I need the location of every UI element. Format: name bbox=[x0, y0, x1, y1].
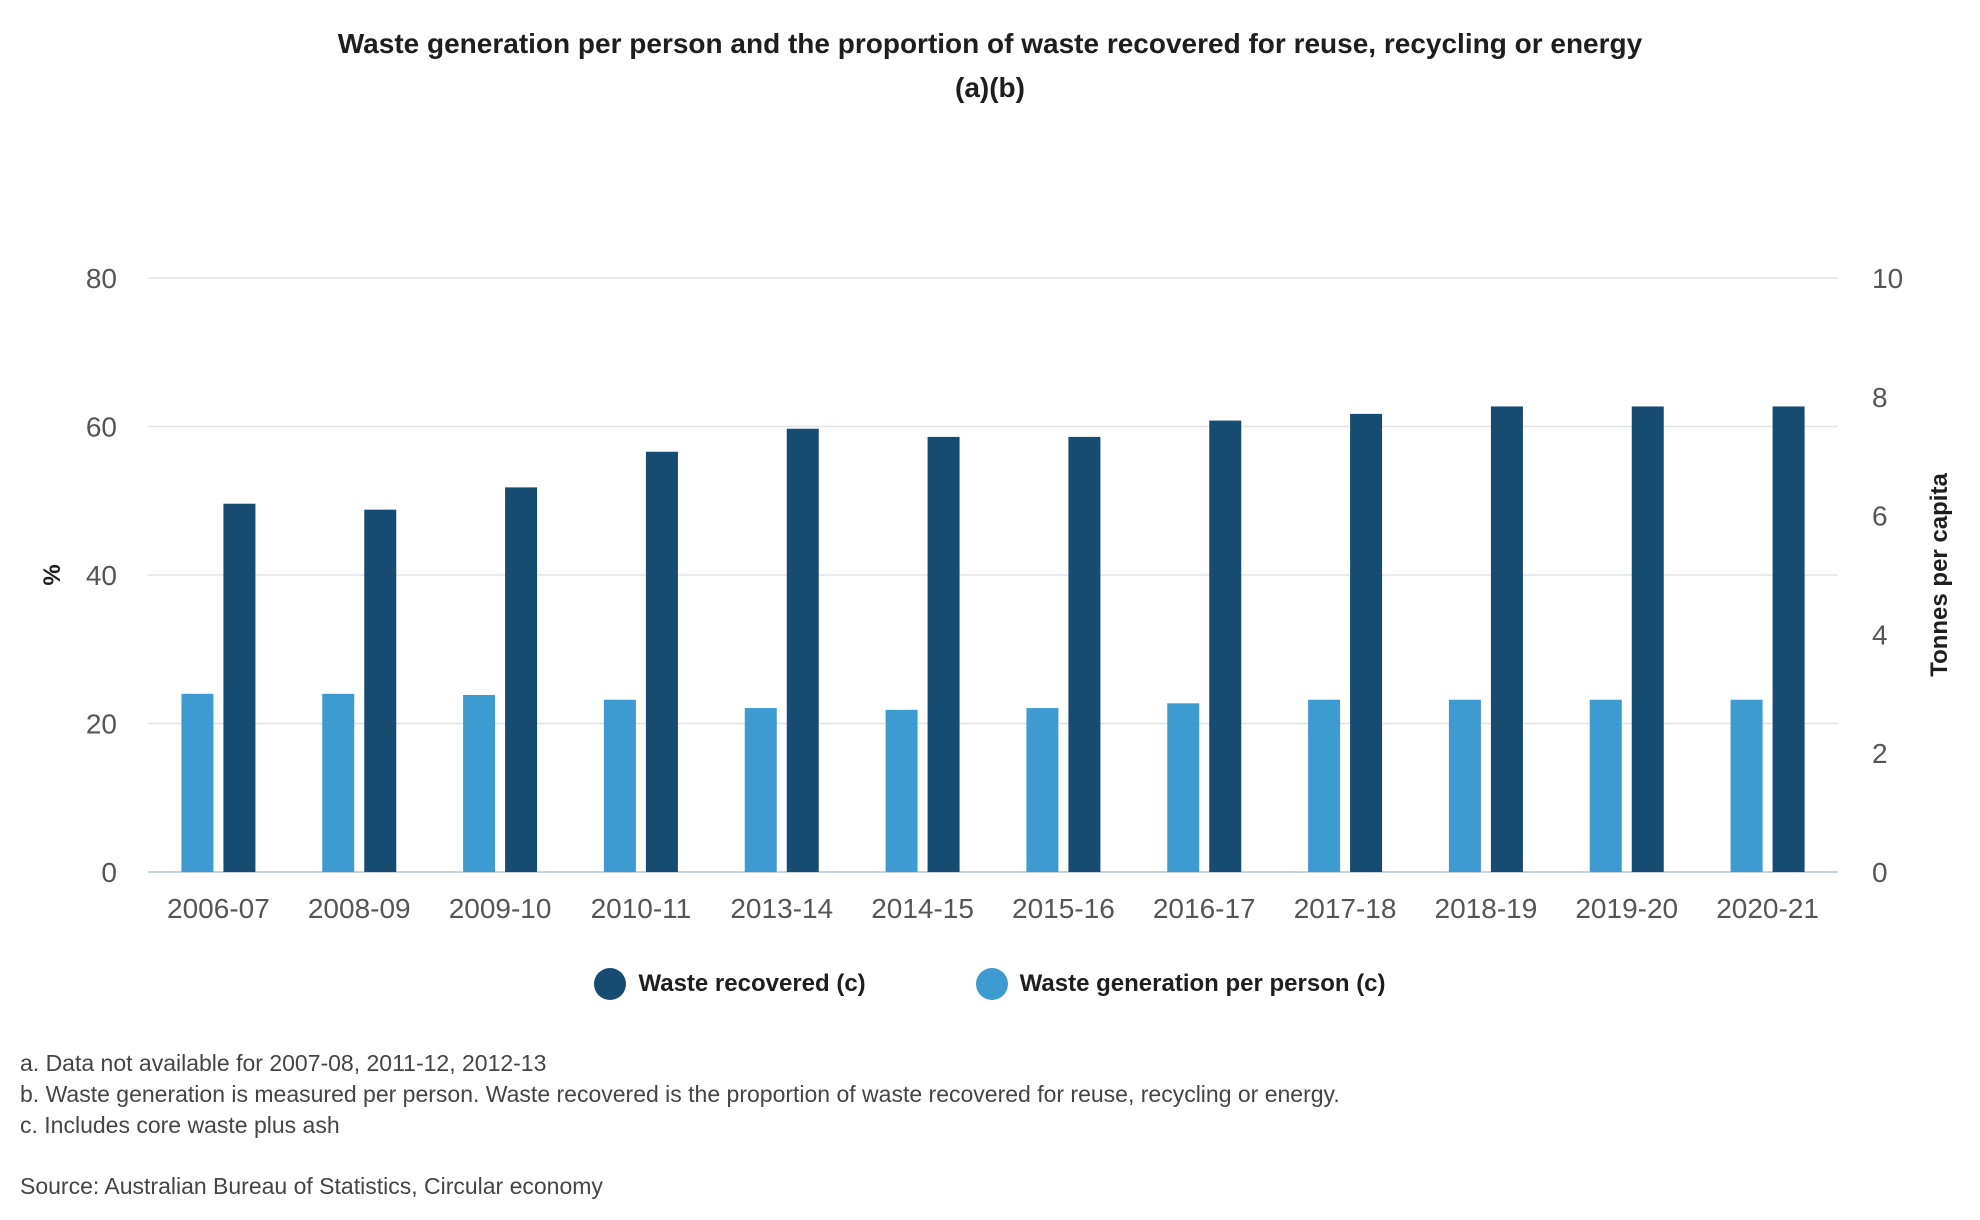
bar-waste-generation bbox=[1167, 703, 1200, 872]
x-tick-label: 2020-21 bbox=[1716, 893, 1819, 924]
y-tick-label-right: 2 bbox=[1872, 738, 1888, 769]
y-tick-label-right: 10 bbox=[1872, 263, 1903, 294]
x-tick-label: 2017-18 bbox=[1294, 893, 1397, 924]
x-tick-label: 2009-10 bbox=[449, 893, 552, 924]
x-tick-label: 2006-07 bbox=[167, 893, 270, 924]
bar-waste-generation bbox=[1026, 708, 1059, 872]
chart-source: Source: Australian Bureau of Statistics,… bbox=[20, 1173, 603, 1199]
bar-waste-generation bbox=[1589, 699, 1622, 872]
bar-waste-recovered bbox=[1772, 406, 1805, 872]
bar-waste-generation bbox=[463, 694, 496, 872]
legend-swatch-waste-generation bbox=[975, 968, 1008, 1000]
bar-waste-generation bbox=[1448, 699, 1481, 872]
bar-waste-recovered bbox=[1209, 420, 1242, 872]
bar-waste-generation bbox=[322, 693, 355, 872]
bar-waste-generation bbox=[744, 708, 777, 872]
y-tick-label-right: 8 bbox=[1872, 382, 1888, 413]
x-tick-label: 2018-19 bbox=[1435, 893, 1538, 924]
y-axis-label-right: Tonnes per capita bbox=[1926, 473, 1953, 677]
bar-waste-recovered bbox=[1490, 406, 1523, 872]
bar-waste-recovered bbox=[223, 503, 256, 872]
chart-notes: a. Data not available for 2007-08, 2011-… bbox=[20, 1048, 1340, 1141]
y-tick-label-left: 40 bbox=[86, 560, 117, 591]
x-tick-label: 2014-15 bbox=[871, 893, 974, 924]
bar-chart: 0 20 40 60 80 0 2 4 6 8 10% Tonnes per capita 2006-0… bbox=[39, 263, 1953, 924]
bar-waste-generation bbox=[885, 709, 918, 872]
chart-title-text: Waste generation per person and the prop… bbox=[337, 28, 1643, 59]
bar-waste-generation bbox=[1308, 699, 1341, 872]
y-tick-label-right: 6 bbox=[1872, 501, 1888, 532]
x-tick-label: 2010-11 bbox=[591, 893, 692, 924]
chart-legend: Waste recovered (c) Waste generation per… bbox=[0, 968, 1980, 1000]
bar-waste-recovered bbox=[786, 428, 819, 872]
x-tick-label: 2008-09 bbox=[308, 893, 411, 924]
legend-swatch-waste-recovered bbox=[594, 968, 627, 1000]
bar-waste-recovered bbox=[645, 451, 678, 872]
legend-label-waste-recovered: Waste recovered (c) bbox=[638, 970, 866, 997]
bar-waste-recovered bbox=[927, 436, 960, 872]
bar-waste-recovered bbox=[1631, 406, 1664, 872]
bar-waste-generation bbox=[181, 693, 214, 872]
y-tick-label-left: 20 bbox=[86, 709, 117, 740]
bar-waste-recovered bbox=[1350, 413, 1383, 872]
y-tick-label-right: 4 bbox=[1872, 619, 1888, 650]
y-tick-label-left: 80 bbox=[86, 263, 117, 294]
bar-waste-recovered bbox=[1068, 436, 1101, 872]
note-c: c. Includes core waste plus ash bbox=[20, 1112, 340, 1138]
x-tick-label: 2016-17 bbox=[1153, 893, 1256, 924]
bar-waste-recovered bbox=[364, 509, 397, 872]
x-tick-label: 2015-16 bbox=[1012, 893, 1115, 924]
bar-waste-generation bbox=[1730, 699, 1763, 872]
legend-label-waste-generation: Waste generation per person (c) bbox=[1019, 970, 1386, 997]
note-b: b. Waste generation is measured per pers… bbox=[20, 1081, 1340, 1107]
y-tick-label-left: 60 bbox=[86, 412, 117, 443]
bar-waste-generation bbox=[603, 699, 636, 872]
bar-waste-recovered bbox=[505, 487, 538, 872]
y-tick-label-left: 0 bbox=[101, 857, 117, 888]
y-axis-label-left: % bbox=[39, 564, 66, 585]
chart-title: Waste generation per person and the prop… bbox=[0, 22, 1980, 110]
legend-item-waste-generation[interactable]: Waste generation per person (c) bbox=[975, 968, 1386, 1000]
x-tick-label: 2019-20 bbox=[1575, 893, 1678, 924]
legend-item-waste-recovered[interactable]: Waste recovered (c) bbox=[594, 968, 866, 1000]
x-tick-label: 2013-14 bbox=[730, 893, 833, 924]
chart-subtitle: (a)(b) bbox=[955, 72, 1025, 103]
note-a: a. Data not available for 2007-08, 2011-… bbox=[20, 1050, 547, 1076]
y-tick-label-right: 0 bbox=[1872, 857, 1888, 888]
